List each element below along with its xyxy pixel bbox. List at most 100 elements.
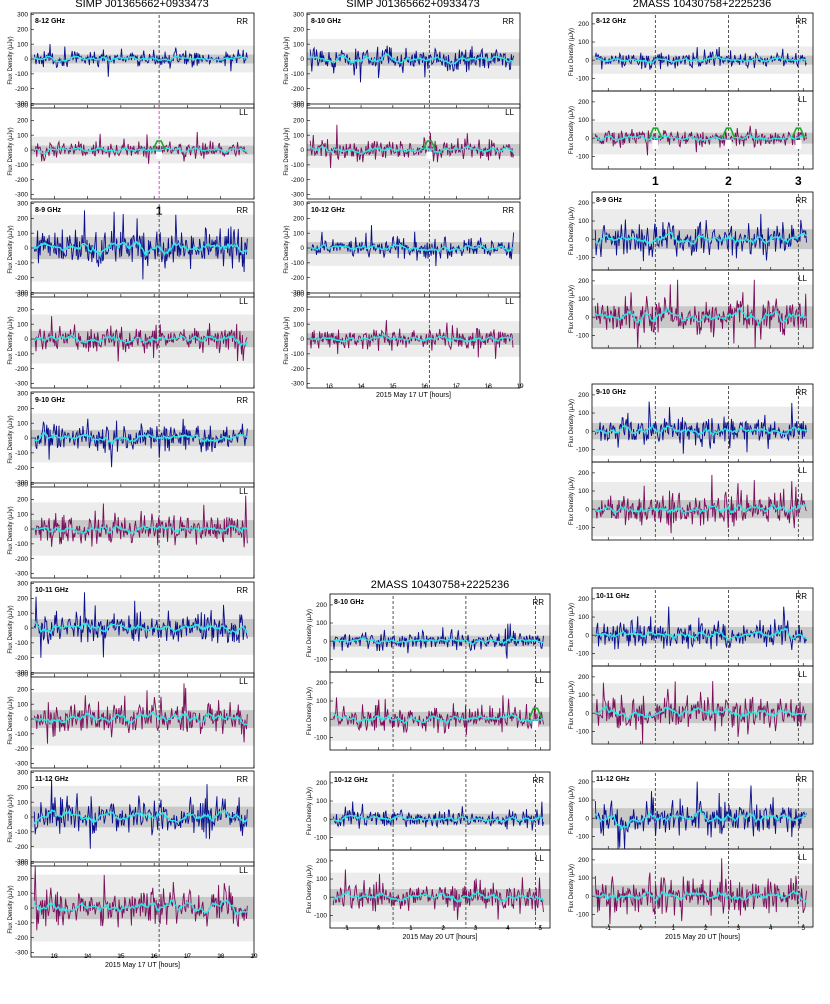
x-tick-label: 18 <box>217 953 225 960</box>
flux-series-rr <box>594 213 807 262</box>
y-tick-label: 100 <box>293 41 304 48</box>
panel-frame <box>329 671 551 751</box>
smoothed-series <box>594 889 807 904</box>
y-tick-label: -100 <box>576 333 589 340</box>
flux-series-ll <box>594 681 807 745</box>
y-tick-label: -200 <box>15 935 28 942</box>
y-tick-label: 0 <box>24 245 28 252</box>
polarization-label: RR <box>795 775 807 784</box>
y-tick-label: -200 <box>15 177 28 184</box>
flare-gap <box>795 139 802 150</box>
y-tick-label: 200 <box>578 857 589 864</box>
panel-8-9ghz-rr: 300 200 100 0 -100 -200 -300 Flux Density (μJy)… <box>8 201 255 298</box>
y-tick-label: 300 <box>293 292 304 299</box>
y-tick-label: 100 <box>17 420 28 427</box>
y-tick-label: 100 <box>17 610 28 617</box>
panel-11-12ghz-rr: 300 200 100 0 -100 -200 -300 Flux Density (μJy)… <box>8 770 255 867</box>
y-tick-label: 200 <box>578 596 589 603</box>
smoothed-series <box>595 423 808 437</box>
y-tick-label: 300 <box>293 201 304 208</box>
smoothed-series <box>594 503 807 515</box>
y-tick-label: 0 <box>24 56 28 63</box>
y-axis-label: Flux Density (μJy) <box>284 127 290 175</box>
y-axis-label: Flux Density (μJy) <box>8 316 14 364</box>
chart-2: SIMP J01365662+0933473 300 200 100 0 -100 -200… <box>284 0 524 399</box>
y-tick-label: 200 <box>316 680 327 687</box>
band-label: 9-10 GHz <box>596 389 626 396</box>
y-tick-label: 200 <box>316 780 327 787</box>
y-axis-label: Flux Density (μJy) <box>569 207 575 255</box>
y-tick-label: 0 <box>585 893 589 900</box>
smoothed-series <box>595 704 807 721</box>
y-axis-label: Flux Density (μJy) <box>284 316 290 364</box>
y-tick-label: 100 <box>293 321 304 328</box>
y-tick-label: 200 <box>578 200 589 207</box>
y-tick-label: 200 <box>17 876 28 883</box>
y-axis-label: Flux Density (μJy) <box>284 225 290 273</box>
y-tick-label: 300 <box>17 581 28 588</box>
y-tick-label: 100 <box>293 230 304 237</box>
y-tick-label: 0 <box>323 638 327 645</box>
y-tick-label: -300 <box>15 480 28 487</box>
y-tick-label: 100 <box>17 41 28 48</box>
smoothed-series <box>33 710 248 726</box>
x-tick-label: 13 <box>51 953 59 960</box>
flux-series-ll <box>33 131 248 164</box>
smoothed-series <box>595 809 807 831</box>
x-tick-label: 1 <box>671 925 675 932</box>
y-tick-label: 0 <box>24 716 28 723</box>
y-axis-label: Flux Density (μJy) <box>8 605 14 653</box>
y-tick-label: -100 <box>15 71 28 78</box>
band-label: 11-12 GHz <box>35 776 69 783</box>
x-tick-label: 18 <box>485 383 493 390</box>
polarization-label: LL <box>239 677 248 686</box>
y-tick-label: -200 <box>15 275 28 282</box>
y-axis-label: Flux Density (μJy) <box>8 696 14 744</box>
y-tick-label: 100 <box>17 321 28 328</box>
y-tick-label: 0 <box>323 894 327 901</box>
y-tick-label: 200 <box>578 99 589 106</box>
band-label: 8-9 GHz <box>35 207 62 214</box>
flux-series-ll <box>594 125 807 156</box>
polarization-label: LL <box>239 866 248 875</box>
y-tick-label: 0 <box>323 716 327 723</box>
y-tick-label: -300 <box>15 290 28 297</box>
smoothed-series <box>595 134 807 142</box>
y-tick-label: -100 <box>314 835 327 842</box>
y-tick-label: 200 <box>293 118 304 125</box>
x-tick-label: 0 <box>639 925 643 932</box>
flare-gap <box>652 139 659 150</box>
noise-band-1sigma <box>307 333 520 345</box>
y-tick-label: 0 <box>323 816 327 823</box>
x-tick-label: 17 <box>184 953 192 960</box>
chart-title: 2MASS 10430758+2225236 <box>371 579 510 591</box>
y-tick-label: -100 <box>15 450 28 457</box>
smoothed-series <box>309 144 515 155</box>
y-tick-label: 300 <box>17 391 28 398</box>
flare-label: 2 <box>725 174 732 188</box>
y-tick-label: 100 <box>578 692 589 699</box>
polarization-label: RR <box>236 206 248 215</box>
smoothed-series <box>309 243 515 253</box>
y-tick-label: -100 <box>314 913 327 920</box>
smoothed-series <box>309 333 514 343</box>
polarization-label: LL <box>798 670 807 679</box>
y-tick-label: 200 <box>578 278 589 285</box>
flux-series-ll <box>309 320 514 359</box>
x-tick-label: 14 <box>84 953 92 960</box>
x-tick-label: -1 <box>605 925 611 932</box>
panel-frame <box>591 269 814 349</box>
polarization-label: LL <box>239 487 248 496</box>
panel-frame <box>306 292 521 389</box>
smoothed-series <box>309 53 515 66</box>
panel-frame <box>306 103 521 200</box>
y-tick-label: -100 <box>291 71 304 78</box>
y-tick-label: -100 <box>15 829 28 836</box>
polarization-label: RR <box>502 206 514 215</box>
flare-gap <box>725 139 732 150</box>
